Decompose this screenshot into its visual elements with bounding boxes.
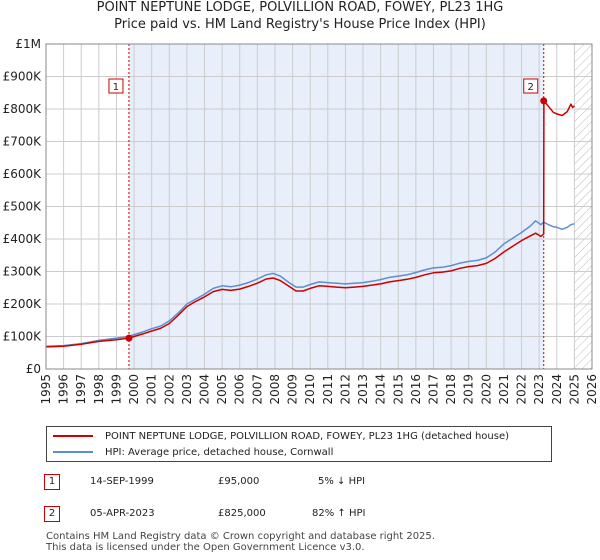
x-tick-label: 2014	[374, 374, 388, 405]
x-tick-label: 2009	[286, 374, 300, 405]
y-tick-label: £400K	[3, 232, 43, 246]
legend: POINT NEPTUNE LODGE, POLVILLION ROAD, FO…	[46, 426, 552, 462]
x-tick-label: 2017	[426, 374, 440, 405]
footer-licence: This data is licensed under the Open Gov…	[46, 542, 365, 553]
legend-swatch-property	[53, 435, 93, 437]
sale-2-flag-label: 2	[528, 82, 534, 93]
legend-label-hpi: HPI: Average price, detached house, Corn…	[105, 446, 334, 458]
y-tick-label: £700K	[3, 135, 43, 149]
x-tick-label: 2003	[180, 374, 194, 405]
x-tick-label: 1999	[109, 374, 123, 405]
sale-date: 05-APR-2023	[90, 508, 155, 519]
sale-number-badge: 2	[44, 506, 60, 522]
hpi-line	[45, 220, 575, 348]
legend-label-property: POINT NEPTUNE LODGE, POLVILLION ROAD, FO…	[105, 430, 510, 442]
x-tick-label: 2013	[356, 374, 370, 405]
sale-2-flag	[523, 78, 539, 94]
x-tick-label: 2020	[479, 374, 493, 405]
y-tick-label: £800K	[3, 102, 43, 116]
x-tick-label: 2024	[550, 374, 564, 405]
price-chart: 1 2 £0 £100K £200K £300K £400K £500K £600K £700K…	[3, 37, 599, 405]
x-tick-label: 2008	[268, 374, 282, 405]
x-tick-label: 2005	[215, 374, 229, 405]
y-tick-label: £600K	[3, 167, 43, 181]
sale-price: £825,000	[218, 508, 266, 519]
x-tick-label: 2026	[585, 374, 599, 405]
sale-date: 14-SEP-1999	[90, 476, 154, 487]
x-tick-label: 2012	[338, 374, 352, 405]
x-tick-label: 2000	[127, 374, 141, 405]
x-tick-label: 1998	[92, 374, 106, 405]
legend-item-hpi: HPI: Average price, detached house, Corn…	[53, 445, 333, 459]
x-tick-label: 2002	[162, 374, 176, 405]
x-tick-label: 2011	[321, 374, 335, 405]
sale-1-point	[125, 334, 133, 342]
x-tick-label: 2023	[532, 374, 546, 405]
x-tick-label: 2006	[233, 374, 247, 405]
sale-hpi-comparison: 5% ↓ HPI	[318, 476, 366, 487]
footer-copyright: Contains HM Land Registry data © Crown c…	[46, 531, 435, 542]
y-tick-label: £200K	[3, 297, 43, 311]
sale-hpi-comparison: 82% ↑ HPI	[312, 508, 366, 519]
y-tick-label: £0	[26, 362, 41, 376]
x-tick-label: 2022	[515, 374, 529, 405]
x-tick-label: 1996	[57, 374, 71, 405]
y-tick-label: £500K	[3, 200, 43, 214]
x-tick-label: 2001	[145, 374, 159, 405]
plot-frame	[45, 43, 593, 370]
x-tick-label: 2010	[303, 374, 317, 405]
x-tick-label: 2018	[444, 374, 458, 405]
y-tick-label: £900K	[3, 70, 43, 84]
sale-2-point	[540, 97, 548, 105]
x-tick-label: 2007	[250, 374, 264, 405]
x-tick-label: 1995	[39, 374, 53, 405]
x-tick-label: 1997	[74, 374, 88, 405]
y-tick-label: £100K	[3, 330, 43, 344]
legend-swatch-hpi	[53, 451, 93, 453]
sale-price: £95,000	[218, 476, 260, 487]
sale-number-badge: 1	[44, 474, 60, 490]
chart-title-line2: Price paid vs. HM Land Registry's House …	[114, 17, 486, 32]
x-tick-label: 2004	[198, 374, 212, 405]
x-tick-label: 2021	[497, 374, 511, 405]
property-price-line	[45, 100, 575, 348]
chart-title-line1: POINT NEPTUNE LODGE, POLVILLION ROAD, FO…	[96, 0, 504, 15]
y-tick-label: £300K	[3, 265, 43, 279]
x-tick-label: 2016	[409, 374, 423, 405]
y-tick-label: £1M	[15, 37, 41, 51]
x-tick-label: 2019	[462, 374, 476, 405]
legend-item-property: POINT NEPTUNE LODGE, POLVILLION ROAD, FO…	[53, 429, 509, 443]
x-tick-label: 2015	[391, 374, 405, 405]
x-tick-label: 2025	[567, 374, 581, 405]
sale-1-flag	[108, 78, 124, 94]
sale-1-flag-label: 1	[113, 82, 119, 93]
